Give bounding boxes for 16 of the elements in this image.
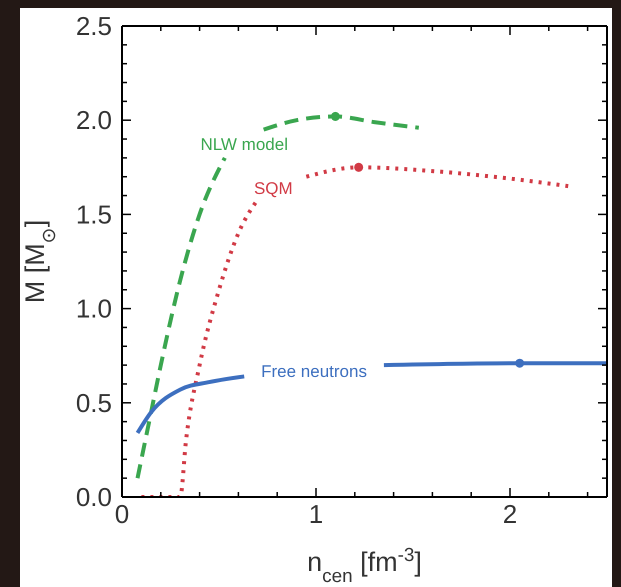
x-tick-label: 1	[308, 499, 324, 529]
point	[354, 162, 364, 172]
x-tick-label: 0	[114, 499, 130, 529]
y-tick-label: 2.0	[76, 105, 112, 136]
x-tick-label: 2	[502, 499, 518, 529]
point	[515, 358, 524, 368]
y-tick-label: 0.5	[76, 388, 112, 418]
y-tick-label: 2.5	[76, 11, 112, 41]
series-label: NLW model	[200, 134, 288, 154]
y-tick-label: 1.0	[76, 294, 112, 324]
series-label: SQM	[254, 179, 293, 198]
y-tick-label: 0.0	[76, 482, 112, 512]
x-axis-title: n$_{cen}$ [fm$^{-3}$]	[307, 544, 422, 586]
y-tick-label: 1.5	[76, 199, 112, 230]
point	[330, 112, 340, 121]
series-label: Free neutrons	[261, 362, 367, 381]
